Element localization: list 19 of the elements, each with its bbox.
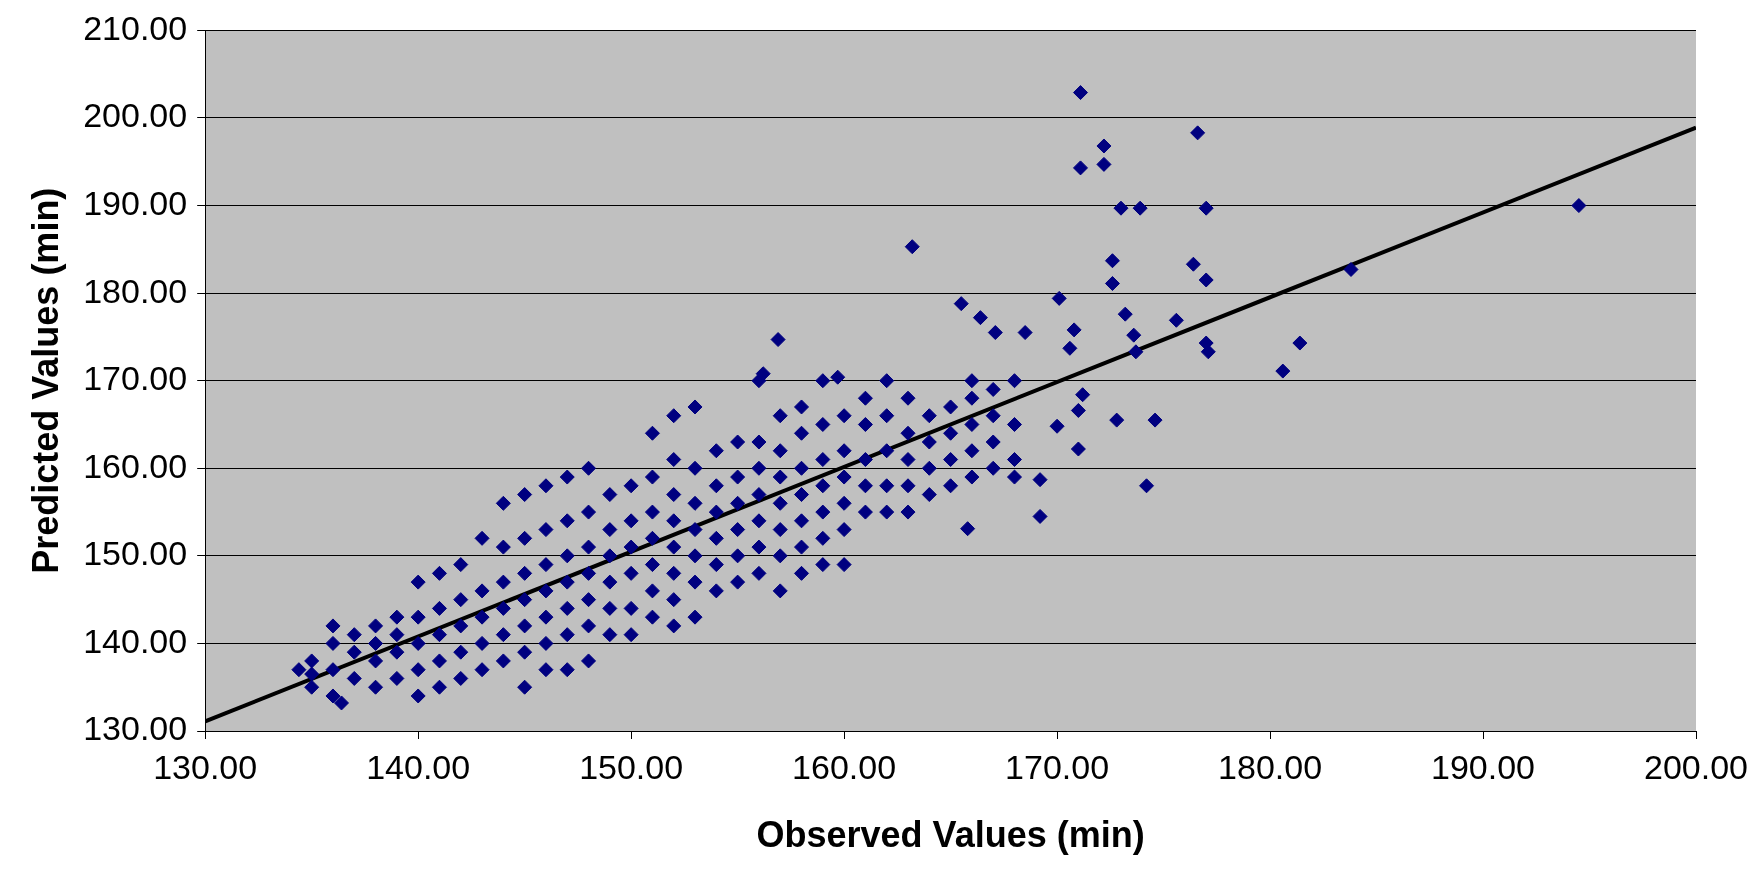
y-axis-title: Predicted Values (min) (24, 187, 66, 574)
x-tick-label: 160.00 (792, 747, 897, 786)
y-tick-label: 180.00 (83, 271, 188, 310)
x-tick-label: 180.00 (1218, 747, 1323, 786)
x-tick-label: 130.00 (153, 747, 258, 786)
x-tick-label: 150.00 (579, 747, 684, 786)
x-tick-label: 190.00 (1431, 747, 1536, 786)
x-axis-title: Observed Values (min) (756, 814, 1145, 856)
x-tick-label: 200.00 (1644, 747, 1748, 786)
x-tick-label: 140.00 (366, 747, 471, 786)
y-tick-label: 160.00 (83, 446, 188, 485)
y-tick-label: 190.00 (83, 183, 188, 222)
y-tick-label: 140.00 (83, 621, 188, 660)
y-tick-label: 170.00 (83, 359, 188, 398)
x-tick-label: 170.00 (1005, 747, 1110, 786)
y-tick-label: 210.00 (83, 8, 188, 47)
y-tick-label: 200.00 (83, 96, 188, 135)
y-tick-label: 150.00 (83, 534, 188, 573)
y-tick-label: 130.00 (83, 709, 188, 748)
